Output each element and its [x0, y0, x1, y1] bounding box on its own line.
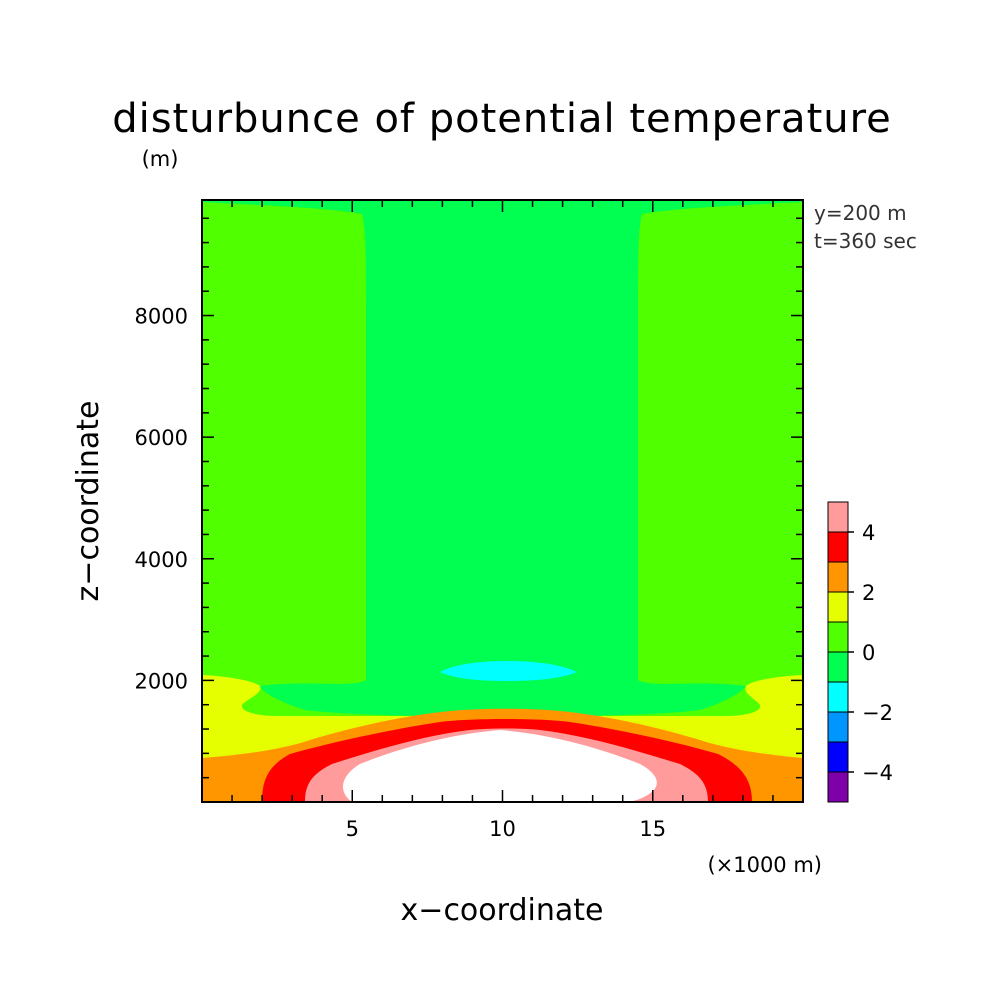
- annotation-t: t=360 sec: [814, 229, 917, 253]
- plot-area: 5 10 15 2000 4000 6000 8000: [135, 199, 804, 841]
- colorbar-swatch: [827, 711, 849, 743]
- colorbar-swatch: [827, 561, 849, 593]
- colorbar-tick-label: 0: [862, 641, 875, 665]
- y-tick-label: 4000: [135, 548, 188, 572]
- chart-subtitle: (m): [142, 147, 179, 171]
- colorbar-swatch: [827, 531, 849, 563]
- colorbar-swatch: [827, 741, 849, 773]
- x-tick-label: 15: [639, 817, 666, 841]
- colorbar-tick-label: −2: [862, 701, 893, 725]
- colorbar-swatch: [827, 591, 849, 623]
- colorbar-swatch: [827, 681, 849, 713]
- colorbar-swatch: [827, 621, 849, 653]
- colorbar-tick-label: 2: [862, 581, 875, 605]
- colorbar-swatch: [827, 501, 849, 533]
- colorbar-tick-label: −4: [862, 761, 893, 785]
- x-unit-label: (×1000 m): [707, 853, 822, 877]
- x-tick-label: 10: [489, 817, 516, 841]
- region-neg1-to-0: [202, 200, 803, 695]
- region-above-5: [342, 730, 657, 802]
- annotation-y: y=200 m: [814, 201, 907, 225]
- y-tick-label: 2000: [135, 669, 188, 693]
- colorbar-tick-label: 4: [862, 521, 875, 545]
- y-tick-label: 6000: [135, 426, 188, 450]
- contour-fill-layer: [202, 200, 803, 802]
- chart-title: disturbunce of potential temperature: [112, 96, 892, 142]
- y-tick-label: 8000: [135, 305, 188, 329]
- colorbar-swatch: [827, 771, 849, 803]
- x-axis-label: x−coordinate: [401, 893, 604, 928]
- colorbar: −4 −2 0 2 4: [827, 501, 893, 803]
- tick-layer: 5 10 15 2000 4000 6000 8000: [135, 200, 804, 841]
- x-tick-label: 5: [346, 817, 359, 841]
- y-axis-label: z−coordinate: [71, 401, 106, 602]
- region-neg2-to-neg1: [440, 661, 577, 681]
- colorbar-swatch: [827, 651, 849, 683]
